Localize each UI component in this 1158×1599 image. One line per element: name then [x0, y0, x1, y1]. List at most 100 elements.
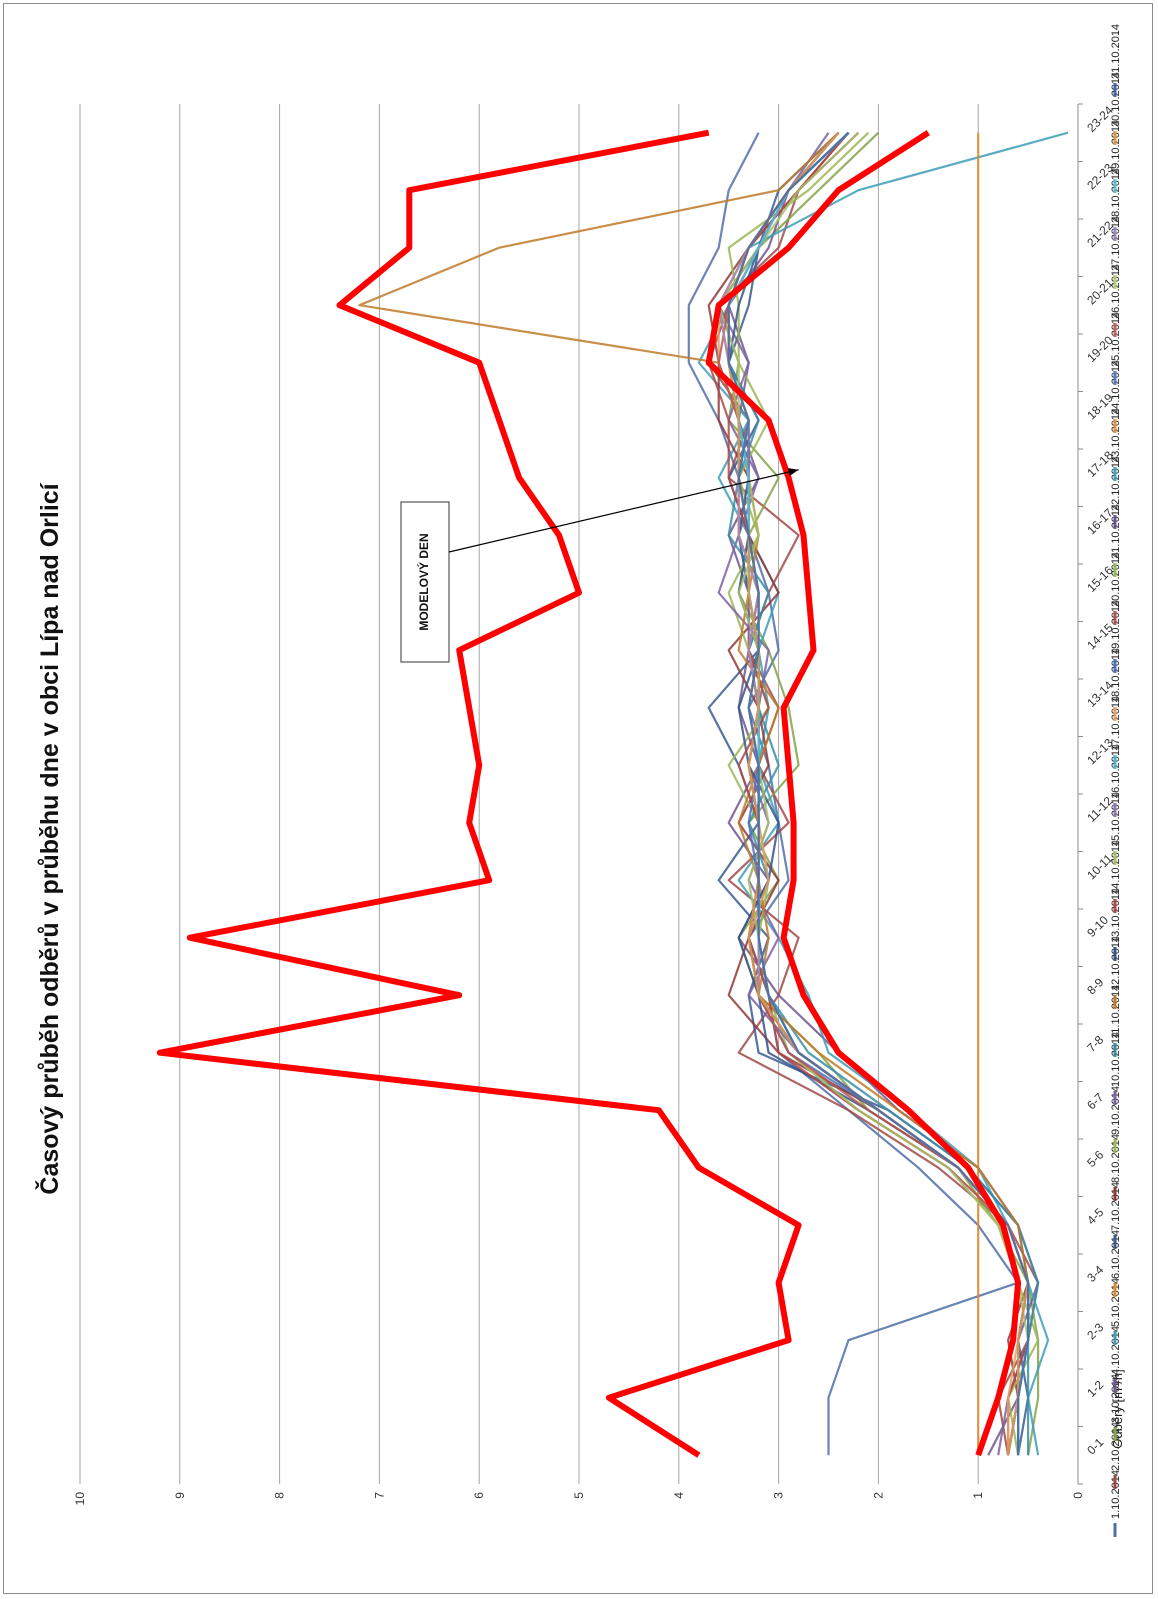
legend-label: 28.10.2014 [1110, 168, 1122, 223]
y-tick-label: 0 [1071, 1492, 1085, 1499]
legend-item: 6.10.2014 [1110, 1230, 1122, 1297]
legend-label: 23.10.2014 [1110, 408, 1122, 463]
annotation-layer: MODELOVÝ DEN [400, 468, 799, 663]
rotated-chart-group: MODELOVÝ DEN 0 1 2 3 4 5 6 7 8 9 10 0-1 1-2 2-3 3-4 4-5… [34, 24, 1125, 1537]
x-tick-label: 3-4 [1084, 1262, 1106, 1284]
y-tick-label: 6 [472, 1492, 486, 1499]
legend-item: 28.10.2014 [1110, 168, 1122, 241]
axis-ticks: 0 1 2 3 4 5 6 7 8 9 10 0-1 1-2 2-3 3-4 4-5 5-6 6-7 7-8 8-9 9… [73, 103, 1116, 1505]
legend-item: 16.10.2014 [1110, 744, 1122, 817]
legend-label: 17.10.2014 [1110, 696, 1122, 751]
legend-label: 26.10.2014 [1110, 264, 1122, 319]
legend-item: 8.10.2014 [1110, 1134, 1122, 1201]
y-tick-label: 3 [772, 1492, 786, 1499]
legend-item: 30.10.2014 [1110, 72, 1122, 145]
legend-label: 20.10.2014 [1110, 552, 1122, 607]
legend-item: 12.10.2014 [1110, 936, 1122, 1009]
legend-label: 25.10.2014 [1110, 312, 1122, 367]
legend-item: 20.10.2014 [1110, 552, 1122, 625]
y-tick-label: 4 [672, 1492, 686, 1499]
legend-item: 19.10.2014 [1110, 600, 1122, 673]
gridlines [79, 104, 979, 1484]
legend-label: 6.10.2014 [1110, 1230, 1122, 1279]
chart-frame [3, 3, 1153, 1594]
y-tick-label: 9 [173, 1492, 187, 1499]
legend-label: 9.10.2014 [1110, 1086, 1122, 1135]
legend-label: 14.10.2014 [1110, 840, 1122, 895]
x-tick-label: 9-10 [1084, 913, 1111, 940]
x-tick-label: 1-2 [1084, 1377, 1106, 1399]
legend-label: 31.10.2014 [1110, 24, 1122, 79]
annotation-arrow [448, 469, 799, 553]
x-tick-label: 7-8 [1084, 1032, 1106, 1054]
y-tick-label: 10 [73, 1492, 87, 1506]
series-line [717, 132, 1030, 1456]
legend-item: 24.10.2014 [1110, 360, 1122, 433]
legend-label: 8.10.2014 [1110, 1134, 1122, 1183]
annotation-box [400, 501, 450, 663]
x-tick-label: 6-7 [1084, 1090, 1106, 1112]
series-line [717, 131, 1030, 1456]
legend-label: 19.10.2014 [1110, 600, 1122, 655]
legend-item: 15.10.2014 [1110, 792, 1122, 865]
legend-label: 5.10.2014 [1110, 1278, 1122, 1327]
legend-label: 7.10.2014 [1110, 1182, 1122, 1231]
legend-label: 13.10.2014 [1110, 888, 1122, 943]
legend-label: 3.10.2014 [1110, 1374, 1122, 1423]
series-line [707, 131, 1030, 1456]
axes [1077, 103, 1083, 1485]
legend-label: 29.10.2014 [1110, 120, 1122, 175]
x-tick-label: 8-9 [1084, 975, 1106, 997]
series-line [717, 131, 1030, 1456]
legend-label: 21.10.2014 [1110, 504, 1122, 559]
legend-label: 22.10.2014 [1110, 456, 1122, 511]
legend-label: 4.10.2014 [1110, 1326, 1122, 1375]
series-line [727, 131, 1040, 1456]
legend-item: 11.10.2014 [1110, 985, 1122, 1057]
legend-item: 29.10.2014 [1110, 120, 1122, 193]
legend-item: 2.10.2014 [1110, 1422, 1122, 1489]
legend-label: 12.10.2014 [1110, 936, 1122, 991]
annotation-label: MODELOVÝ DEN [416, 533, 431, 630]
y-tick-label: 2 [871, 1492, 885, 1499]
legend-label: 2.10.2014 [1110, 1422, 1122, 1471]
y-tick-label: 5 [572, 1492, 586, 1499]
legend-item: 27.10.2014 [1110, 216, 1122, 289]
legend-item: 25.10.2014 [1110, 312, 1122, 385]
series-line [727, 131, 1040, 1456]
legend-label: 18.10.2014 [1110, 648, 1122, 703]
legend: 1.10.20142.10.20143.10.20144.10.20145.10… [1110, 24, 1122, 1537]
legend-item: 23.10.2014 [1110, 408, 1122, 481]
x-tick-label: 0-1 [1084, 1435, 1106, 1457]
legend-item: 10.10.2014 [1110, 1032, 1122, 1105]
legend-label: 1.10.2014 [1110, 1470, 1122, 1519]
legend-label: 27.10.2014 [1110, 216, 1122, 271]
legend-item: 13.10.2014 [1110, 888, 1122, 961]
model-day-line [705, 130, 1022, 1457]
y-tick-label: 7 [372, 1492, 386, 1499]
series-line [717, 131, 1030, 1456]
series-line [727, 131, 1040, 1456]
x-tick-label: 2-3 [1084, 1320, 1106, 1342]
legend-item: 18.10.2014 [1110, 648, 1122, 721]
series-line [727, 131, 1030, 1456]
series-line [717, 131, 1030, 1456]
annotation-arrowhead [787, 468, 799, 476]
legend-item: 1.10.2014 [1110, 1470, 1122, 1537]
x-tick-label: 5-6 [1084, 1147, 1106, 1169]
y-tick-label: 1 [971, 1492, 985, 1499]
legend-label: 24.10.2014 [1110, 360, 1122, 415]
legend-item: 7.10.2014 [1110, 1182, 1122, 1249]
legend-label: 16.10.2014 [1110, 744, 1122, 799]
legend-label: 30.10.2014 [1110, 72, 1122, 127]
x-tick-label: 4-5 [1084, 1205, 1106, 1227]
max-envelope-line [156, 129, 802, 1458]
series-layer [358, 131, 1069, 1456]
legend-label: 15.10.2014 [1110, 792, 1122, 847]
highlight-layer [156, 129, 1022, 1458]
legend-label: 10.10.2014 [1110, 1032, 1122, 1087]
legend-item: 31.10.2014 [1110, 24, 1122, 97]
chart-title: Časový průběh odběrů v průběhu dne v obc… [34, 482, 64, 1194]
y-tick-label: 8 [273, 1492, 287, 1499]
series-line [707, 131, 1030, 1456]
